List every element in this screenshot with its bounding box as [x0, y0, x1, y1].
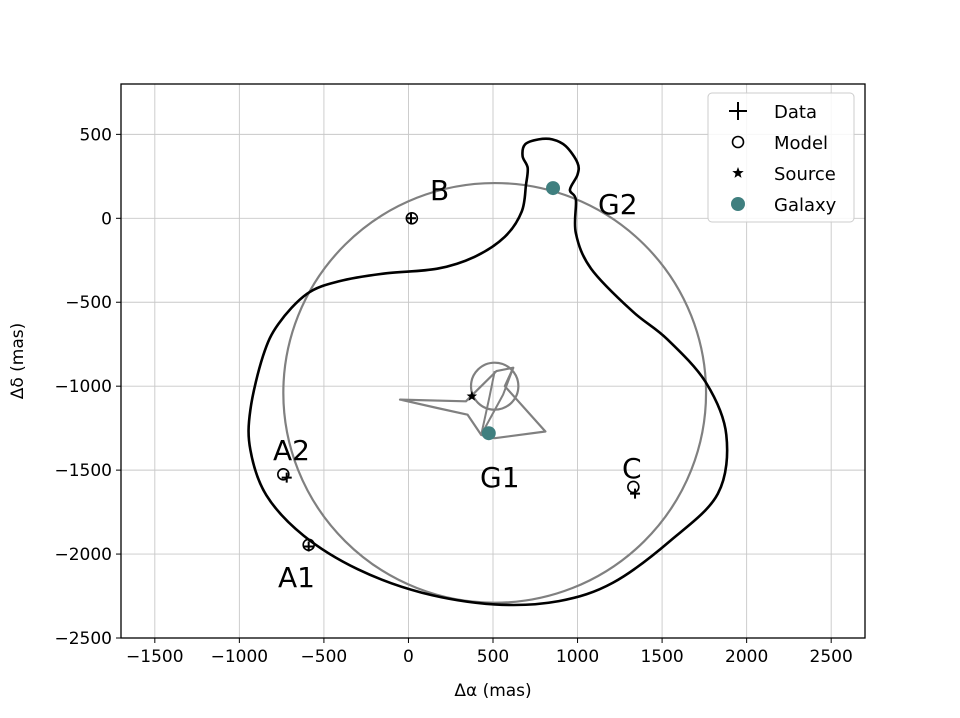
caustic-astroid-inner [480, 367, 515, 436]
y-tick-label: −1500 [54, 461, 112, 481]
critical-curve-line [247, 137, 729, 607]
x-tick-label: 2500 [810, 647, 853, 667]
x-tick-label: −1500 [126, 647, 184, 667]
caustic-circle [282, 181, 708, 604]
data-point-a2 [281, 472, 292, 483]
x-tick-label: 500 [477, 647, 509, 667]
y-tick-label: −500 [65, 293, 112, 313]
galaxy-point-g2 [546, 181, 561, 196]
x-tick-label: 0 [403, 647, 414, 667]
x-tick-label: 1000 [556, 647, 599, 667]
legend-label-model: Model [774, 133, 828, 154]
y-tick-label: −1000 [54, 377, 112, 397]
y-tick-label: 0 [101, 209, 112, 229]
data-markers [277, 181, 641, 552]
data-point-b [405, 213, 416, 224]
data-point-a1 [303, 541, 314, 552]
legend-marker-galaxy [731, 197, 745, 211]
y-tick-label: −2500 [54, 629, 112, 649]
legend-label-galaxy: Galaxy [774, 195, 837, 216]
model-point-a2 [277, 468, 290, 481]
image-label-b: B [430, 174, 449, 207]
y-tick-label: −2000 [54, 545, 112, 565]
galaxy-label-g2: G2 [598, 188, 638, 221]
legend: Data Model Source Galaxy [707, 92, 855, 223]
data-point-c [630, 488, 641, 499]
y-axis-label: Δδ (mas) [8, 323, 28, 400]
model-point-c [627, 480, 640, 494]
caustic-curves [282, 181, 708, 604]
legend-label-source: Source [774, 164, 836, 185]
x-tick-label: −500 [301, 647, 348, 667]
x-tick-label: 2000 [725, 647, 768, 667]
legend-marker-source [732, 167, 744, 178]
source-point [466, 390, 478, 401]
galaxy-label-g1: G1 [480, 461, 520, 494]
axis-ticks: −1500 −1000 −500 0 500 1000 1500 2000 2500 500 0 −5… [54, 125, 852, 667]
y-tick-label: 500 [80, 125, 112, 145]
legend-box [707, 92, 855, 223]
galaxy-point-g1 [481, 426, 496, 441]
legend-label-data: Data [774, 102, 817, 123]
legend-marker-model [731, 135, 745, 149]
x-tick-label: −1000 [211, 647, 269, 667]
image-labels: A1 A2 B C G1 G2 [273, 174, 642, 594]
image-label-a2: A2 [273, 434, 310, 467]
caustic-astroid [398, 366, 547, 440]
image-label-c: C [622, 452, 642, 485]
x-tick-label: 1500 [640, 647, 683, 667]
critical-curve [247, 137, 729, 607]
image-label-a1: A1 [278, 561, 315, 594]
x-axis-label: Δα (mas) [454, 681, 531, 701]
legend-marker-data [729, 102, 747, 120]
